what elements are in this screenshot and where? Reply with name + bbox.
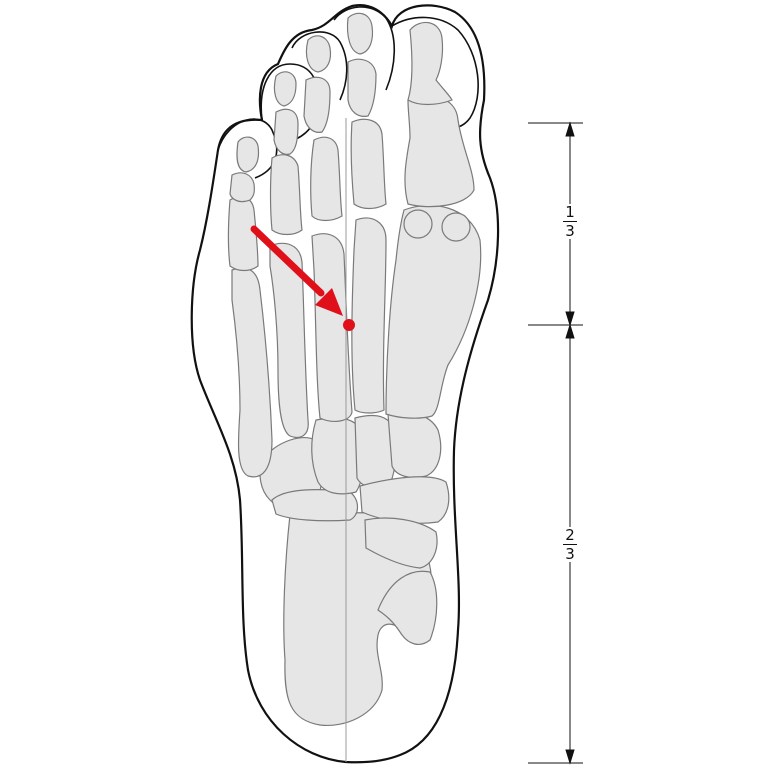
fraction-two-thirds: 2 3 xyxy=(555,527,585,562)
fraction-two-thirds-denominator: 3 xyxy=(565,545,575,563)
fraction-bar xyxy=(563,544,577,545)
red-arrow-shaft xyxy=(250,225,325,297)
arrowhead-lower-top xyxy=(565,323,575,339)
red-target-dot xyxy=(343,319,355,331)
fraction-bar xyxy=(563,221,577,222)
arrowhead-upper-bottom xyxy=(565,311,575,327)
fraction-two-thirds-numerator: 2 xyxy=(565,526,575,544)
fraction-one-third: 1 3 xyxy=(555,204,585,239)
red-arrow xyxy=(250,225,355,331)
foot-outline xyxy=(190,4,500,764)
bones xyxy=(227,12,482,727)
fraction-one-third-denominator: 3 xyxy=(565,222,575,240)
arrowhead-upper-top xyxy=(565,121,575,137)
fraction-one-third-numerator: 1 xyxy=(565,203,575,221)
arrowhead-lower-bottom xyxy=(565,749,575,765)
red-arrowhead xyxy=(315,288,343,316)
